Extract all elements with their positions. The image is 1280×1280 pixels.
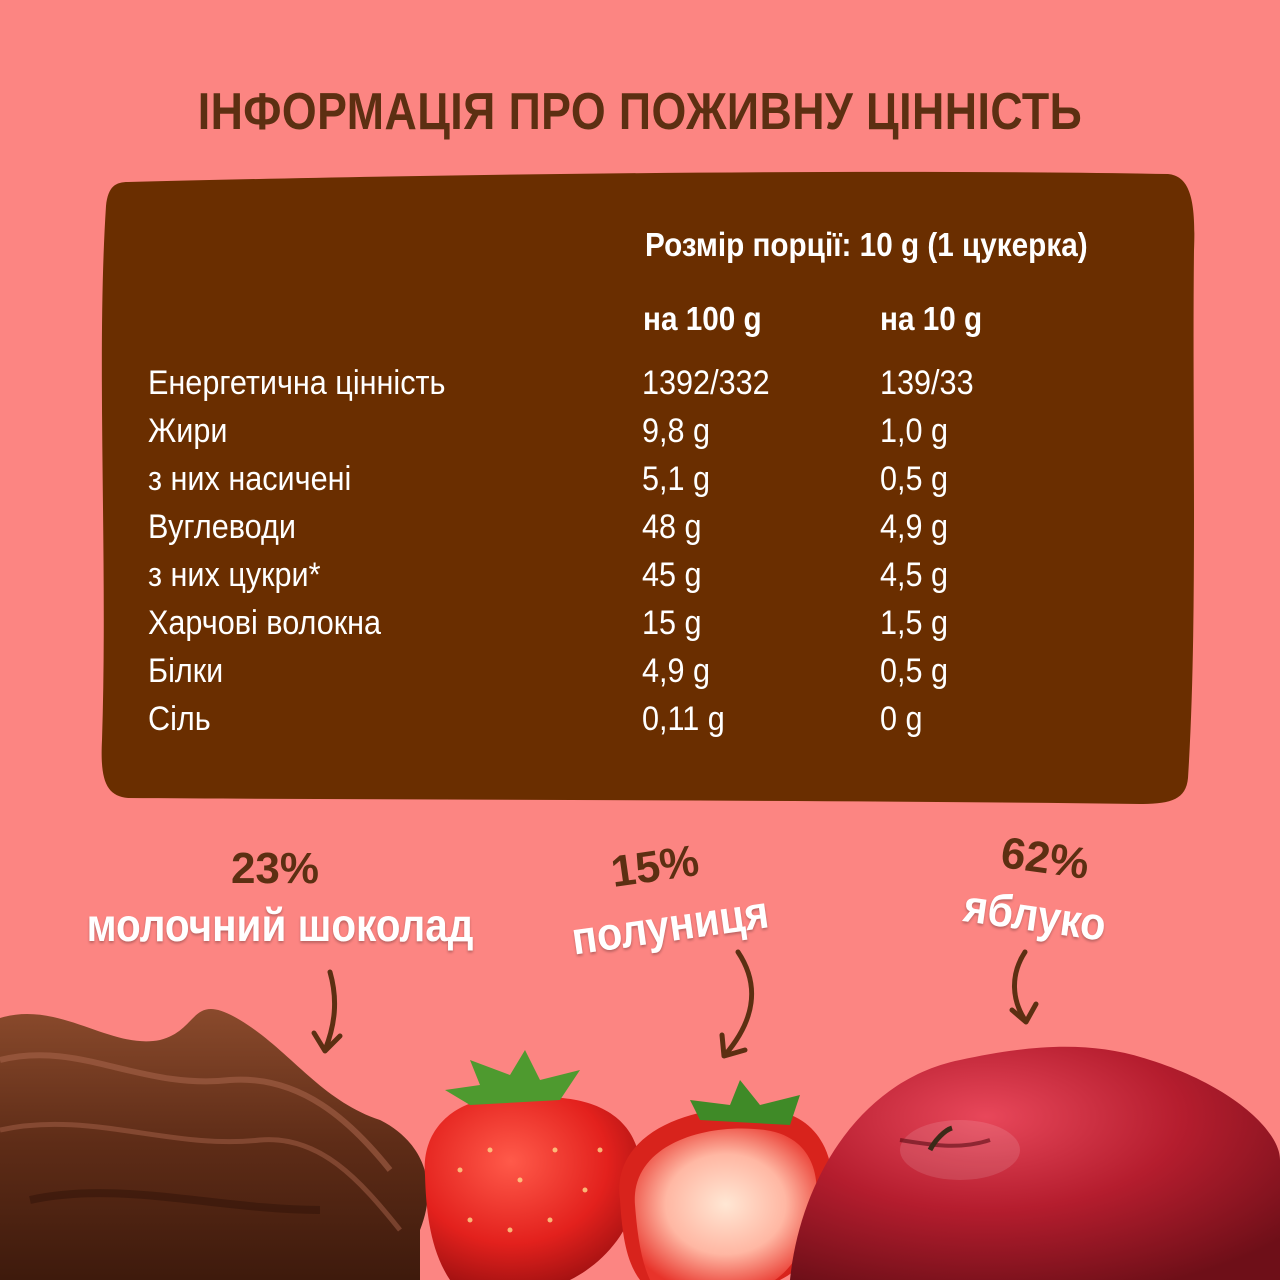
row-label: Вуглеводи [148, 508, 296, 546]
table-row: Жири 9,8 g 1,0 g [148, 412, 1048, 460]
row-value-per100: 0,11 g [642, 700, 725, 738]
strawberry-illustration [424, 1050, 640, 1280]
arrow-down-icon [1009, 949, 1039, 1025]
arrow-down-icon [719, 949, 755, 1059]
row-label: Сіль [148, 700, 211, 738]
arrow-down-icon [311, 969, 343, 1054]
table-row: Білки 4,9 g 0,5 g [148, 652, 1048, 700]
table-row: Енергетична цінність 1392/332 139/33 [148, 364, 1048, 412]
row-label: Білки [148, 652, 224, 690]
table-row: Вуглеводи 48 g 4,9 g [148, 508, 1048, 556]
page-title: ІНФОРМАЦІЯ ПРО ПОЖИВНУ ЦІННІСТЬ [197, 83, 1083, 141]
strawberry-half-illustration [619, 1080, 833, 1280]
row-value-per100: 4,9 g [642, 652, 711, 690]
row-value-per10: 0,5 g [880, 652, 949, 690]
row-value-per10: 4,9 g [880, 508, 949, 546]
row-label: Енергетична цінність [148, 364, 446, 402]
nutrition-table: Енергетична цінність 1392/332 139/33 Жир… [148, 364, 1048, 748]
chocolate-label: молочний шоколад [86, 899, 474, 951]
row-label: Жири [148, 412, 228, 450]
column-header-per10: на 10 g [880, 300, 983, 337]
apple-illustration [790, 1046, 1280, 1280]
row-value-per10: 139/33 [880, 364, 974, 402]
chocolate-percent: 23% [230, 844, 320, 893]
row-value-per100: 1392/332 [642, 364, 770, 402]
row-value-per10: 0,5 g [880, 460, 949, 498]
row-value-per100: 9,8 g [642, 412, 711, 450]
row-value-per10: 0 g [880, 700, 923, 738]
row-value-per100: 45 g [642, 556, 702, 594]
row-value-per10: 1,0 g [880, 412, 949, 450]
row-value-per10: 4,5 g [880, 556, 949, 594]
serving-size: Розмір порції: 10 g (1 цукерка) [645, 226, 1088, 263]
table-row: Сіль 0,11 g 0 g [148, 700, 1048, 748]
row-value-per100: 15 g [642, 604, 702, 642]
table-row: з них насичені 5,1 g 0,5 g [148, 460, 1048, 508]
chocolate-illustration [0, 1009, 428, 1280]
row-label: Харчові волокна [148, 604, 382, 642]
row-label: з них цукри* [148, 556, 321, 594]
table-row: Харчові волокна 15 g 1,5 g [148, 604, 1048, 652]
row-value-per100: 48 g [642, 508, 702, 546]
row-label: з них насичені [148, 460, 352, 498]
table-row: з них цукри* 45 g 4,5 g [148, 556, 1048, 604]
column-header-per100: на 100 g [643, 300, 762, 337]
row-value-per100: 5,1 g [642, 460, 711, 498]
row-value-per10: 1,5 g [880, 604, 949, 642]
